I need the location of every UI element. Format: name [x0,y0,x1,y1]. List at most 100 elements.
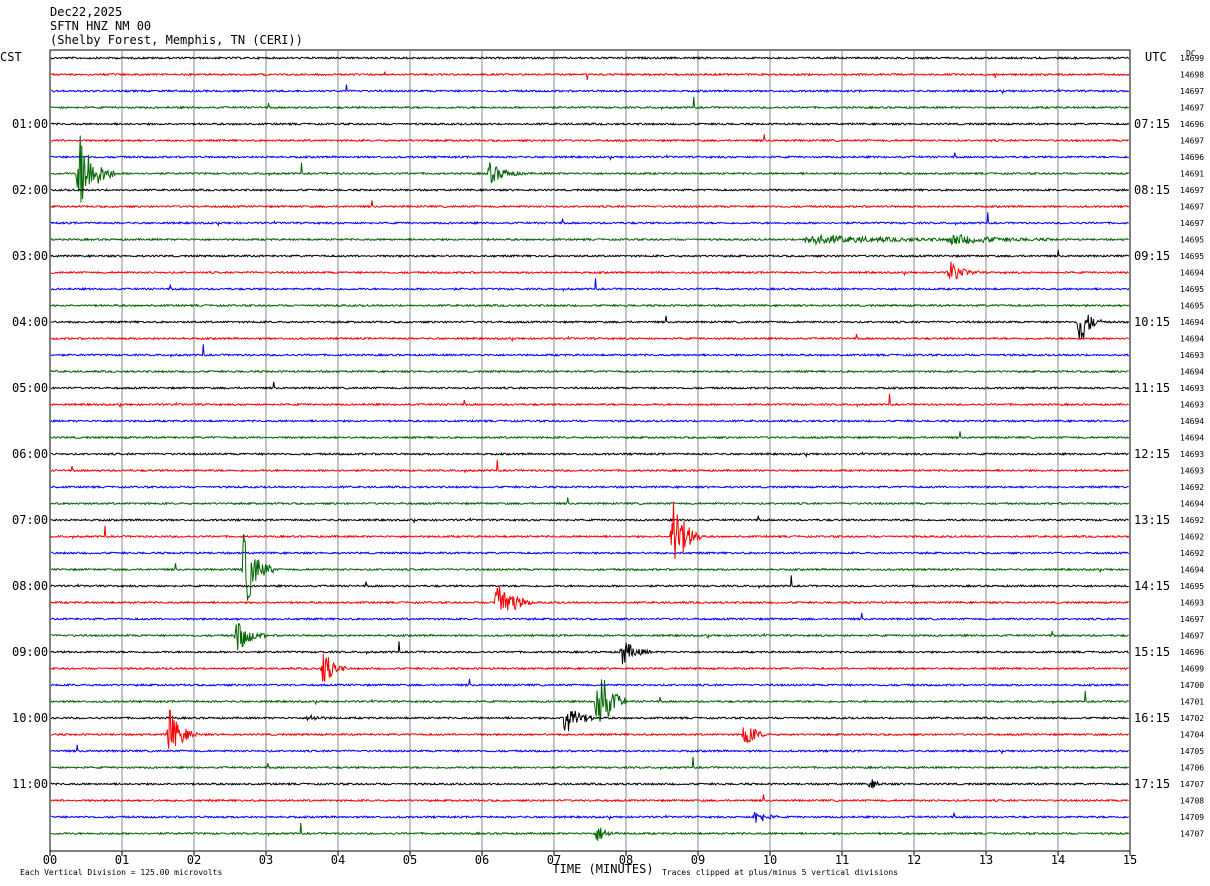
seismic-trace [50,497,1130,506]
dc-offset-label: 14695 [1180,302,1204,311]
dc-offset-label: 14693 [1180,450,1204,459]
seismic-trace [50,515,1129,524]
x-tick-label: 07 [547,853,561,867]
dc-offset-label: 14695 [1180,582,1204,591]
dc-offset-label: 14699 [1180,665,1204,674]
dc-offset-label: 14697 [1180,137,1204,146]
seismic-trace [50,450,1129,458]
x-axis-label: TIME (MINUTES) [552,862,653,876]
dc-offset-label: 14693 [1180,467,1204,476]
x-tick-label: 10 [763,853,777,867]
dc-offset-label: 14691 [1180,170,1204,179]
seismic-trace [50,431,1130,440]
cst-hour-label: 01:00 [12,117,48,131]
dc-offset-label: 14695 [1180,285,1204,294]
dc-offset-label: 14708 [1180,797,1204,806]
dc-offset-label: 14693 [1180,401,1204,410]
seismic-trace [50,534,1129,601]
dc-offset-label: 14696 [1180,120,1204,129]
dc-offset-label: 14694 [1180,368,1204,377]
seismic-trace [50,200,1130,209]
x-tick-label: 06 [475,853,489,867]
dc-offset-label: 14700 [1180,681,1204,690]
cst-hour-label: 06:00 [12,447,48,461]
utc-hour-label: 17:15 [1134,777,1170,791]
dc-offset-label: 14701 [1180,698,1204,707]
seismic-trace [50,679,1130,722]
dc-offset-label: 14694 [1180,269,1204,278]
seismic-trace [50,135,1130,203]
dc-offset-label: 14695 [1180,236,1204,245]
seismic-trace [50,550,1130,556]
dc-offset-label: 14694 [1180,434,1204,443]
dc-offset-label: 14702 [1180,714,1204,723]
x-tick-label: 09 [691,853,705,867]
cst-hour-label: 05:00 [12,381,48,395]
dc-offset-label: 14697 [1180,632,1204,641]
cst-hour-label: 02:00 [12,183,48,197]
dc-offset-label: 14693 [1180,351,1204,360]
clip-note: Traces clipped at plus/minus 5 vertical … [662,868,898,877]
utc-hour-label: 13:15 [1134,513,1170,527]
seismic-trace [50,710,1129,732]
seismic-trace [50,369,1129,374]
seismic-trace [50,314,1130,340]
seismic-trace [50,641,1129,665]
utc-hour-label: 09:15 [1134,249,1170,263]
utc-hour-label: 14:15 [1134,579,1170,593]
dc-offset-label: 14705 [1180,747,1204,756]
seismic-trace [50,134,1129,143]
dc-offset-label: 14692 [1180,516,1204,525]
cst-hour-label: 09:00 [12,645,48,659]
seismic-trace [50,811,1129,823]
cst-hour-label: 07:00 [12,513,48,527]
right-axis-title: UTC [1145,50,1167,64]
dc-offset-label: 14697 [1180,186,1204,195]
x-tick-label: 12 [907,853,921,867]
seismic-trace [50,234,1129,247]
plot-grid [49,49,1131,852]
seismic-trace [50,344,1130,359]
dc-offset-label: 14697 [1180,203,1204,212]
seismic-trace [50,187,1130,193]
seismic-trace [50,709,1129,749]
dc-offset-label: 14697 [1180,615,1204,624]
utc-hour-label: 07:15 [1134,117,1170,131]
dc-offset-label: 14694 [1180,500,1204,509]
seismic-trace [50,575,1129,590]
dc-offset-label: 14692 [1180,549,1204,558]
x-tick-label: 00 [43,853,57,867]
seismic-trace [50,278,1130,293]
dc-offset-label: 14696 [1180,153,1204,162]
x-tick-label: 03 [259,853,273,867]
x-tick-label: 14 [1051,853,1065,867]
seismic-trace [50,779,1130,789]
seismic-trace [50,744,1130,755]
x-tick-label: 02 [187,853,201,867]
utc-hour-label: 15:15 [1134,645,1170,659]
seismic-trace [50,393,1129,409]
seismic-trace [50,418,1130,424]
seismic-trace [50,96,1130,111]
dc-offset-label: 14697 [1180,219,1204,228]
dc-offset-label: 14697 [1180,87,1204,96]
seismic-trace [50,612,1130,622]
x-tick-label: 04 [331,853,345,867]
seismic-trace [50,121,1130,127]
dc-offset-label: 14699 [1180,54,1204,63]
plot-frame [49,49,1131,852]
axis-labels: 00 01 02 03 04 05 06 07 08 09 10 11 12 13 14 15 14699 146… [12,54,1204,867]
seismic-trace [50,678,1129,688]
seismic-trace [50,501,1130,559]
x-tick-label: 11 [835,853,849,867]
cst-hour-label: 03:00 [12,249,48,263]
seismic-trace [50,152,1130,161]
dc-offset-label: 14696 [1180,648,1204,657]
left-axis-title: CST [0,50,22,64]
x-tick-label: 05 [403,853,417,867]
utc-hour-label: 16:15 [1134,711,1170,725]
dc-offset-label: 14698 [1180,71,1204,80]
seismic-trace [50,756,1130,771]
dc-offset-label: 14697 [1180,104,1204,113]
dc-offset-label: 14707 [1180,830,1204,839]
